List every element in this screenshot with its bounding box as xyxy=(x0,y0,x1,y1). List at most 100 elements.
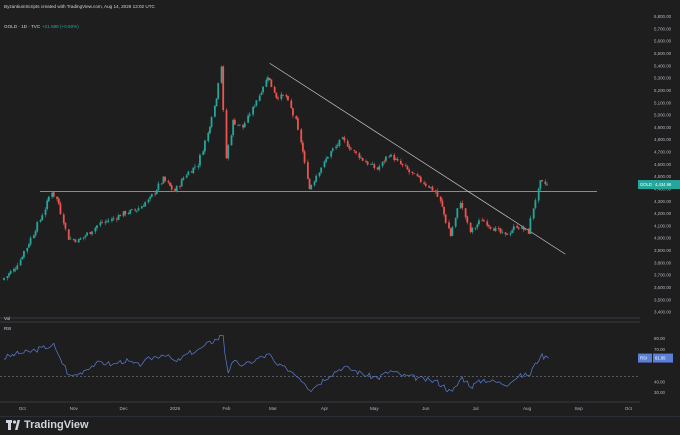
candle-body xyxy=(204,140,206,152)
candle-body xyxy=(94,227,97,232)
candle-body xyxy=(483,220,485,222)
candle-body xyxy=(227,145,230,159)
candle-body xyxy=(232,119,235,136)
candle-body xyxy=(62,214,65,224)
candle-body xyxy=(162,176,165,184)
candle-body xyxy=(217,83,220,99)
candle-body xyxy=(353,150,356,151)
candle-body xyxy=(155,189,158,195)
candle-body xyxy=(64,222,67,229)
candle-body xyxy=(429,187,432,189)
candle-body xyxy=(456,208,459,218)
candle-body xyxy=(338,139,341,146)
time-axis-tick-label: 2026 xyxy=(170,406,181,411)
candle-body xyxy=(512,226,515,231)
candle-body xyxy=(511,230,514,233)
price-axis-tick-label: 4,000.00 xyxy=(654,236,672,241)
candle-body xyxy=(242,124,245,128)
candle-body xyxy=(243,123,246,128)
price-axis-tick-label: 5,200.00 xyxy=(654,88,672,93)
trendline[interactable] xyxy=(269,62,566,255)
candle-body xyxy=(51,192,54,197)
candle-body xyxy=(489,226,492,229)
price-axis-tick-label: 3,400.00 xyxy=(654,310,672,315)
price-axis-tick-label: 4,500.00 xyxy=(654,174,672,179)
candle-body xyxy=(474,227,477,229)
candle-body xyxy=(393,154,396,161)
price-axis-tick-label: 3,800.00 xyxy=(654,260,672,265)
candle-body xyxy=(101,221,103,223)
rsi-name-tag xyxy=(638,353,652,363)
price-axis-tick-label: 4,700.00 xyxy=(654,150,672,155)
author-line: ByzantiumScripts created with TradingVie… xyxy=(4,4,156,9)
candle-body xyxy=(449,228,452,237)
rsi-axis-tick-label: 30.00 xyxy=(654,390,666,395)
candle-body xyxy=(527,228,530,234)
candle-body xyxy=(210,117,213,127)
candle-body xyxy=(481,220,484,222)
candle-body xyxy=(192,167,195,174)
rsi-value-tag-text: 61.95 xyxy=(655,356,666,361)
candle-body xyxy=(308,178,311,190)
candle-body xyxy=(521,226,523,229)
candle-body xyxy=(74,239,77,243)
candle-body xyxy=(46,200,49,210)
candle-body xyxy=(253,105,256,107)
time-axis-tick-label: Sep xyxy=(574,406,583,411)
candle-body xyxy=(134,209,137,211)
candle-body xyxy=(411,171,414,173)
candle-body xyxy=(439,196,442,201)
candle-body xyxy=(499,228,502,233)
candle-body xyxy=(117,215,120,220)
candle-body xyxy=(494,227,497,232)
candle-body xyxy=(86,232,88,236)
candle-body xyxy=(116,218,118,220)
candle-body xyxy=(26,247,29,252)
candle-body xyxy=(383,161,386,163)
candle-body xyxy=(315,175,318,182)
candle-body xyxy=(135,210,138,212)
candle-body xyxy=(111,218,113,221)
candle-body xyxy=(532,208,535,219)
candle-body xyxy=(370,163,372,165)
candle-body xyxy=(23,251,25,258)
candle-body xyxy=(529,218,532,234)
candle-body xyxy=(361,158,364,161)
candle-body xyxy=(258,95,261,101)
candle-body xyxy=(175,185,178,192)
candle-body xyxy=(413,173,416,175)
candle-body xyxy=(275,92,278,98)
candle-body xyxy=(378,166,381,170)
candle-body xyxy=(306,162,309,179)
price-axis-tick-label: 5,300.00 xyxy=(654,76,672,81)
candle-body xyxy=(89,232,92,235)
candle-body xyxy=(516,225,519,228)
candle-body xyxy=(47,196,50,202)
last-price-text: 4,434.96 xyxy=(655,182,672,187)
candle-body xyxy=(509,233,512,235)
candle-body xyxy=(52,192,55,197)
candle-body xyxy=(14,269,17,271)
candle-body xyxy=(330,151,333,157)
candle-body xyxy=(388,156,391,158)
candle-body xyxy=(517,227,520,229)
candle-body xyxy=(77,239,80,243)
candle-body xyxy=(444,214,447,223)
candle-body xyxy=(202,151,205,156)
price-axis-tick-label: 4,900.00 xyxy=(654,125,672,130)
candle-body xyxy=(300,129,303,143)
candle-body xyxy=(280,94,283,100)
symbol-header: GOLD · 1D · TVC xyxy=(4,24,41,29)
price-axis-tick-label: 5,400.00 xyxy=(654,63,672,68)
time-axis-tick-label: Mar xyxy=(269,406,277,411)
price-axis-tick-label: 5,600.00 xyxy=(654,39,672,44)
candle-body xyxy=(99,222,102,226)
candle-body xyxy=(318,172,321,177)
price-axis-tick-label: 5,100.00 xyxy=(654,100,672,105)
price-change: +21.598 (+0.50%) xyxy=(42,24,79,29)
price-axis-tick-label: 5,800.00 xyxy=(654,14,672,19)
candle-body xyxy=(323,161,326,167)
candle-body xyxy=(365,161,367,163)
